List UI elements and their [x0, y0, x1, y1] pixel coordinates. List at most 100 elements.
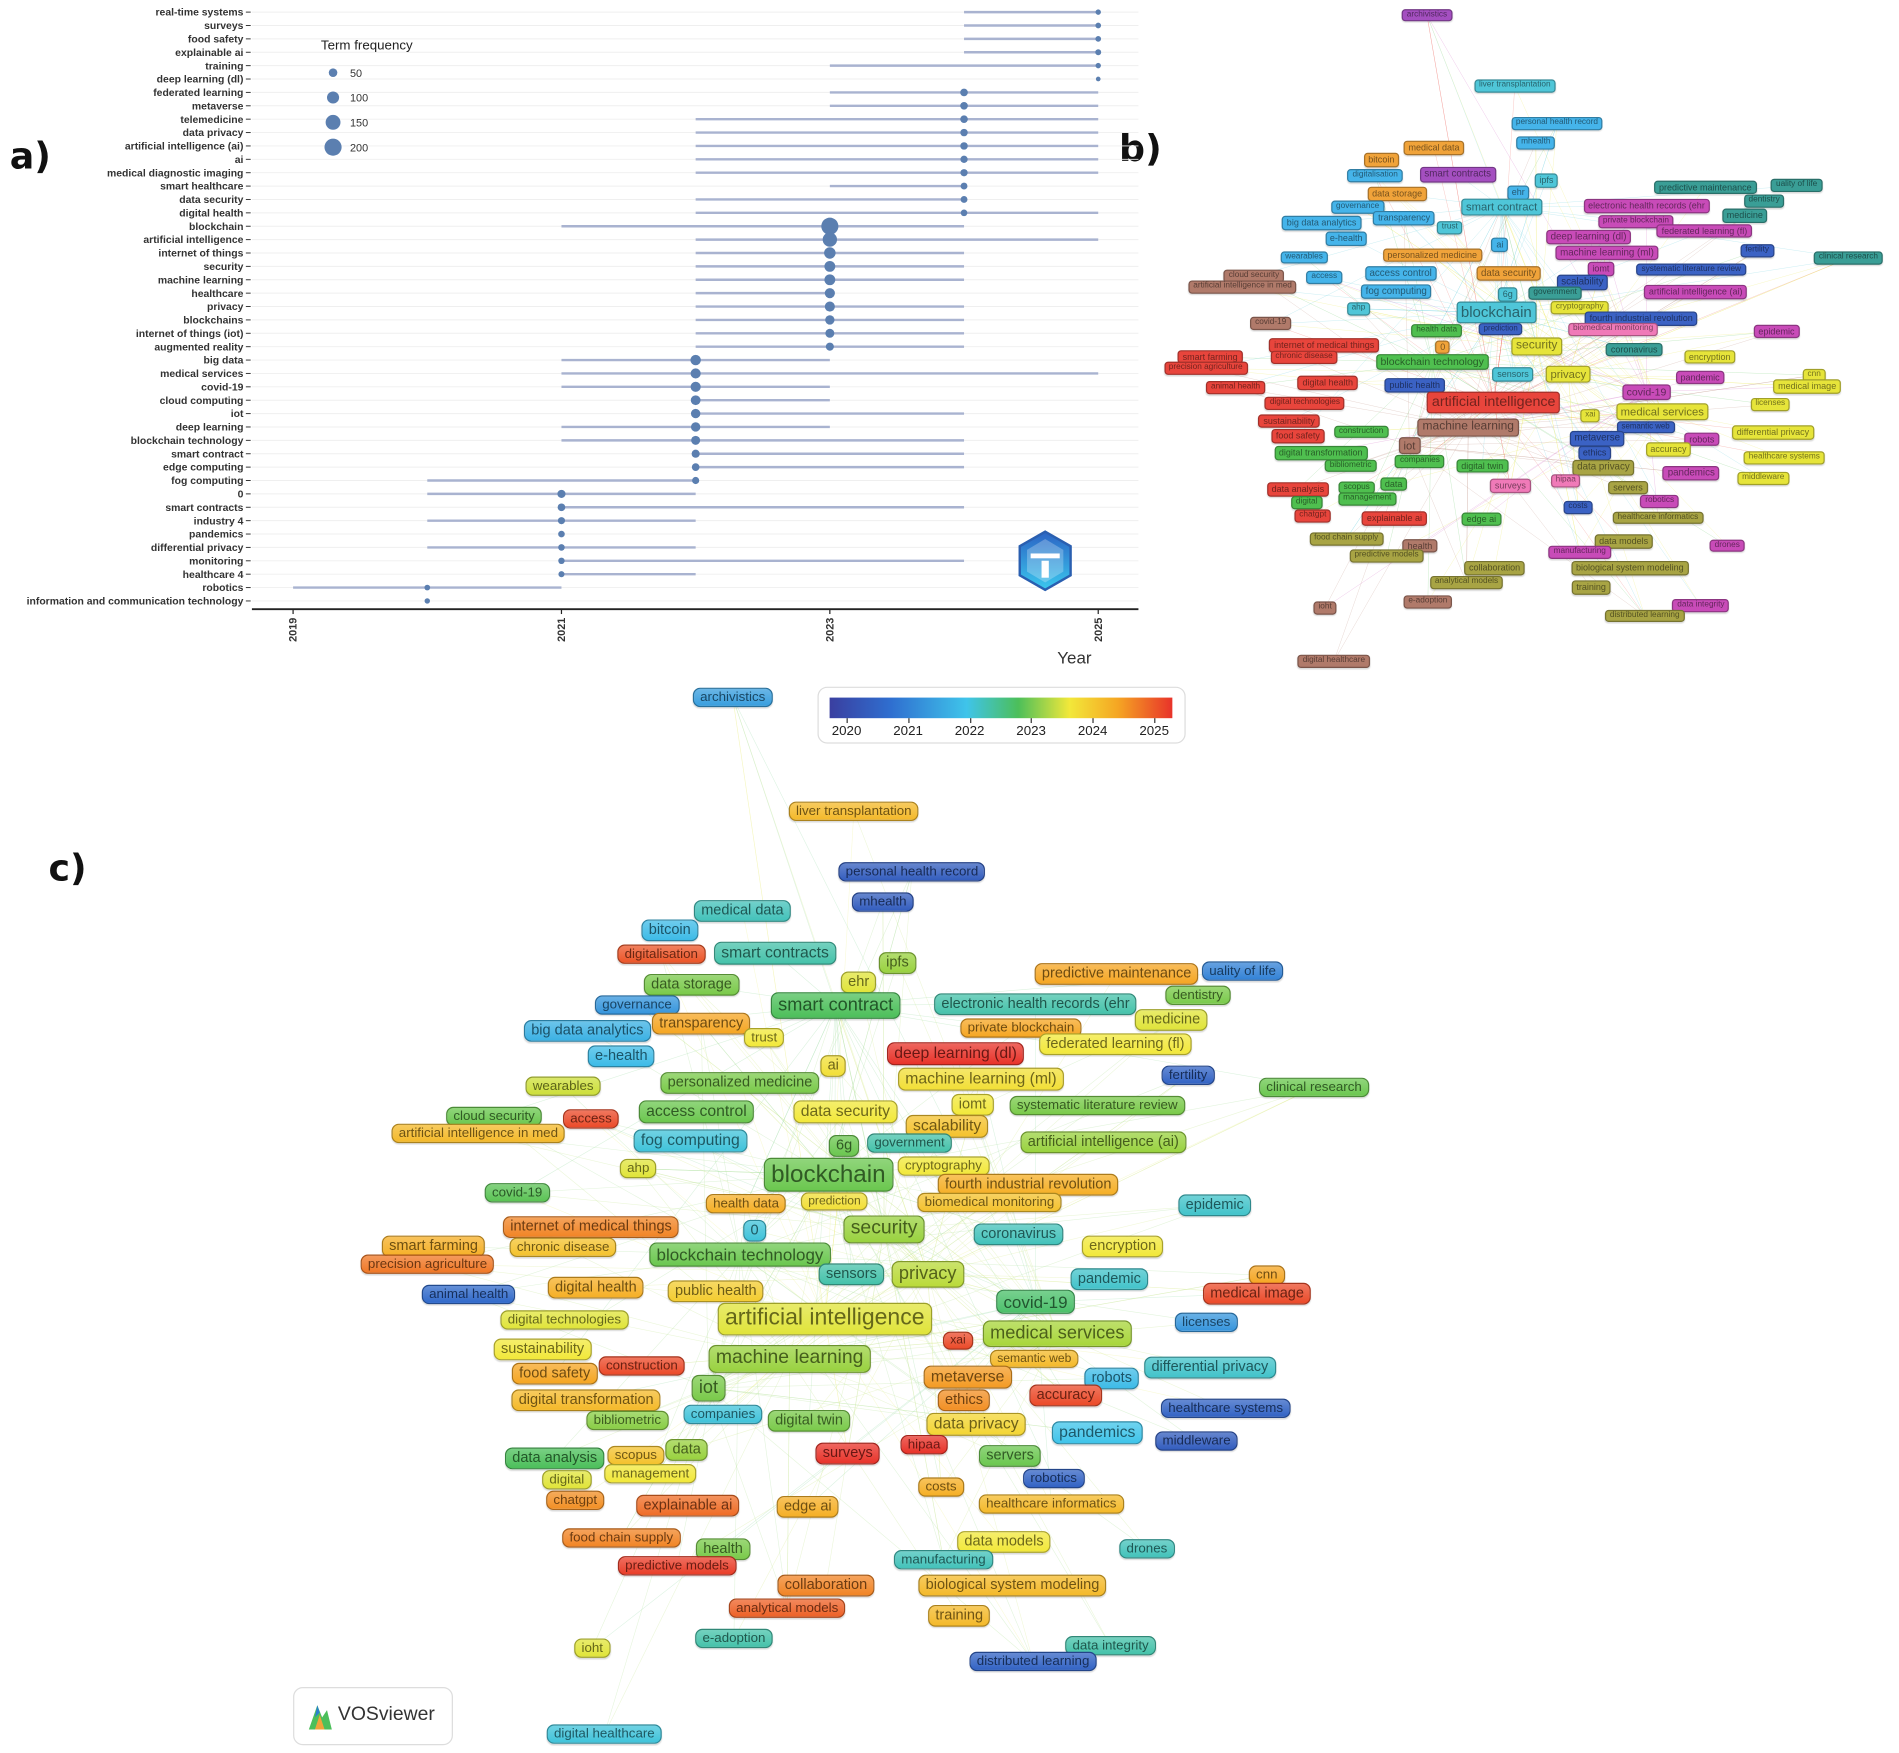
- network-node[interactable]: predictive maintenance: [1034, 963, 1199, 985]
- cluster-network-node[interactable]: differential privacy: [1731, 425, 1814, 440]
- network-node[interactable]: robotics: [1023, 1468, 1085, 1489]
- cluster-network-node[interactable]: food safety: [1271, 429, 1325, 444]
- cluster-network-node[interactable]: ethics: [1578, 445, 1612, 460]
- cluster-network-node[interactable]: clinical research: [1814, 251, 1883, 265]
- network-node[interactable]: data: [665, 1439, 709, 1461]
- cluster-network-node[interactable]: healthcare informatics: [1612, 511, 1704, 525]
- network-node[interactable]: 6g: [828, 1135, 860, 1157]
- network-node[interactable]: bitcoin: [641, 919, 699, 941]
- cluster-network-node[interactable]: private blockchain: [1598, 214, 1674, 228]
- network-node[interactable]: food chain supply: [562, 1528, 681, 1548]
- cluster-network-node[interactable]: data security: [1476, 265, 1542, 281]
- network-node[interactable]: companies: [683, 1404, 763, 1425]
- cluster-network-node[interactable]: medicine: [1721, 208, 1768, 224]
- network-node[interactable]: systematic literature review: [1009, 1095, 1185, 1116]
- cluster-network-node[interactable]: liver transplantation: [1474, 79, 1556, 93]
- cluster-network-node[interactable]: training: [1571, 580, 1611, 595]
- network-node[interactable]: security: [843, 1215, 925, 1244]
- network-node[interactable]: covid-19: [484, 1183, 550, 1203]
- cluster-network-node[interactable]: epidemic: [1753, 324, 1800, 339]
- cluster-network-node[interactable]: 0: [1435, 340, 1451, 355]
- network-node[interactable]: ethics: [937, 1389, 991, 1411]
- network-node[interactable]: archivistics: [692, 687, 773, 708]
- network-node[interactable]: wearables: [525, 1076, 601, 1097]
- cluster-network-node[interactable]: ioht: [1313, 601, 1337, 615]
- network-node[interactable]: smart contract: [770, 992, 901, 1019]
- cluster-network-node[interactable]: covid-19: [1250, 317, 1292, 331]
- network-node[interactable]: data storage: [643, 973, 740, 996]
- network-node[interactable]: uality of life: [1201, 961, 1284, 982]
- cluster-network-node[interactable]: hipaa: [1550, 474, 1581, 488]
- network-node[interactable]: ahp: [619, 1158, 657, 1179]
- network-node[interactable]: access: [563, 1109, 620, 1129]
- cluster-network-node[interactable]: federated learning (fl): [1656, 224, 1753, 239]
- cluster-network-node[interactable]: big data analytics: [1281, 215, 1362, 230]
- network-node[interactable]: ioht: [574, 1638, 611, 1659]
- network-node[interactable]: semantic web: [989, 1349, 1079, 1368]
- network-node[interactable]: data integrity: [1065, 1636, 1156, 1656]
- network-node[interactable]: electronic health records (ehr: [934, 993, 1137, 1015]
- network-node[interactable]: access control: [638, 1100, 754, 1124]
- cluster-network-node[interactable]: collaboration: [1464, 561, 1525, 576]
- network-node[interactable]: biological system modeling: [918, 1574, 1107, 1596]
- network-node[interactable]: e-health: [587, 1045, 655, 1067]
- cluster-network-node[interactable]: personal health record: [1511, 117, 1603, 131]
- cluster-network-node[interactable]: blockchain: [1456, 301, 1537, 324]
- network-node[interactable]: accuracy: [1029, 1384, 1103, 1406]
- network-node[interactable]: management: [604, 1464, 697, 1484]
- network-node[interactable]: digital transformation: [511, 1389, 661, 1411]
- cluster-network-node[interactable]: digital technologies: [1264, 396, 1345, 410]
- network-node[interactable]: artificial intelligence: [717, 1302, 932, 1336]
- network-node[interactable]: drones: [1119, 1539, 1175, 1559]
- cluster-network-node[interactable]: access control: [1364, 265, 1437, 281]
- cluster-network-node[interactable]: predictive maintenance: [1654, 180, 1757, 195]
- cluster-network-node[interactable]: smart contracts: [1419, 166, 1496, 183]
- cluster-network-node[interactable]: ipfs: [1534, 173, 1559, 188]
- cluster-network-node[interactable]: middleware: [1737, 471, 1790, 486]
- network-node[interactable]: chatgpt: [546, 1490, 605, 1511]
- cluster-network-node[interactable]: digital transformation: [1274, 445, 1368, 460]
- cluster-network-node[interactable]: governance: [1331, 200, 1385, 214]
- cluster-network-node[interactable]: ai: [1491, 237, 1509, 252]
- network-node[interactable]: public health: [667, 1280, 764, 1302]
- network-node[interactable]: big data analytics: [523, 1019, 651, 1042]
- cluster-network-node[interactable]: deep learning (dl): [1545, 229, 1632, 245]
- cluster-network-node[interactable]: dentistry: [1743, 194, 1785, 208]
- network-node[interactable]: medical data: [693, 900, 791, 922]
- cluster-network-node[interactable]: animal health: [1206, 380, 1265, 394]
- cluster-network-node[interactable]: healthcare systems: [1743, 451, 1825, 465]
- cluster-network-node[interactable]: coronavirus: [1606, 342, 1663, 357]
- cluster-network-node[interactable]: data: [1379, 476, 1408, 491]
- network-node[interactable]: ipfs: [878, 952, 917, 974]
- cluster-network-node[interactable]: sensors: [1492, 367, 1534, 382]
- cluster-network-node[interactable]: blockchain technology: [1375, 354, 1489, 371]
- network-node[interactable]: healthcare systems: [1160, 1398, 1291, 1419]
- cluster-network-node[interactable]: xai: [1580, 409, 1601, 423]
- network-node[interactable]: licenses: [1174, 1312, 1238, 1333]
- network-node[interactable]: training: [928, 1604, 991, 1627]
- network-node[interactable]: covid-19: [996, 1289, 1075, 1315]
- cluster-network-node[interactable]: cryptography: [1551, 300, 1609, 314]
- network-node[interactable]: precision agriculture: [360, 1254, 495, 1275]
- cluster-network-node[interactable]: artificial intelligence in med: [1188, 280, 1297, 294]
- network-node[interactable]: government: [867, 1133, 952, 1154]
- cluster-network-node[interactable]: biological system modeling: [1571, 561, 1689, 576]
- cluster-network-node[interactable]: government: [1528, 286, 1582, 300]
- cluster-network-node[interactable]: medical image: [1773, 379, 1842, 394]
- cluster-network-node[interactable]: drones: [1709, 539, 1745, 553]
- cluster-network-node[interactable]: ahp: [1346, 302, 1371, 316]
- network-node[interactable]: fertility: [1161, 1065, 1215, 1086]
- network-node[interactable]: mhealth: [851, 892, 914, 913]
- cluster-network-node[interactable]: covid-19: [1621, 383, 1672, 400]
- network-node[interactable]: bibliometric: [586, 1410, 669, 1431]
- cluster-network-node[interactable]: explainable ai: [1362, 511, 1427, 526]
- cluster-network-node[interactable]: 6g: [1497, 287, 1518, 302]
- network-node[interactable]: construction: [598, 1356, 686, 1376]
- cluster-network-node[interactable]: transparency: [1373, 211, 1436, 226]
- network-node[interactable]: personal health record: [838, 862, 986, 882]
- network-node[interactable]: personalized medicine: [660, 1072, 820, 1094]
- network-node[interactable]: blockchain: [763, 1157, 893, 1192]
- network-node[interactable]: cloud security: [446, 1106, 543, 1127]
- cluster-network-node[interactable]: artificial intelligence: [1427, 391, 1561, 413]
- network-node[interactable]: healthcare informatics: [978, 1494, 1124, 1515]
